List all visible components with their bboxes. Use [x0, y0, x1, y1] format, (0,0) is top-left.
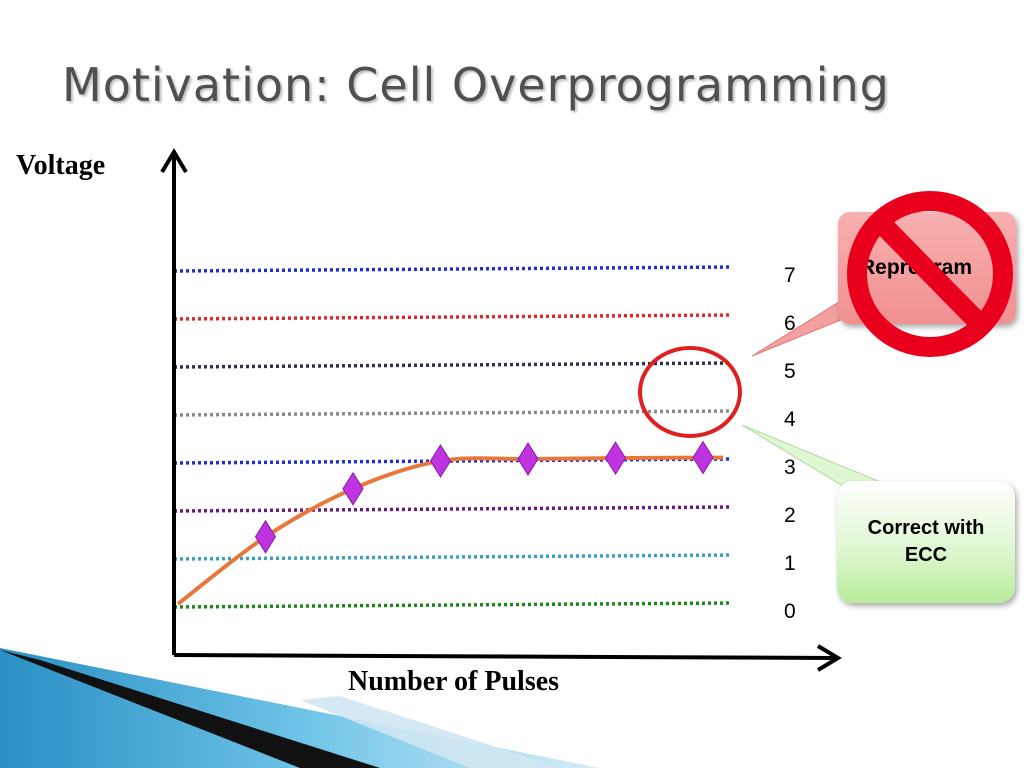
data-point — [604, 441, 627, 476]
level-label-6: 6 — [784, 312, 796, 335]
y-axis-label: Voltage — [16, 150, 106, 181]
axes — [160, 148, 842, 672]
level-label-4: 4 — [784, 408, 796, 431]
data-point — [429, 444, 452, 478]
level-label-7: 7 — [784, 264, 796, 287]
ecc-callout: Correct with ECC — [837, 481, 1015, 603]
data-point — [342, 471, 364, 506]
level-label-5: 5 — [784, 360, 796, 383]
level-label-2: 2 — [784, 504, 796, 527]
data-point — [517, 442, 539, 476]
data-point — [254, 519, 277, 554]
level-label-3: 3 — [784, 456, 796, 479]
x-axis-label: Number of Pulses — [348, 666, 560, 697]
series-markers — [254, 440, 714, 554]
slide-title: Motivation: Cell Overprogramming — [62, 58, 890, 112]
level-label-0: 0 — [784, 600, 796, 623]
highlight-circle — [638, 346, 742, 438]
level-label-1: 1 — [784, 552, 796, 575]
data-point — [692, 440, 714, 475]
ecc-label: Correct with ECC — [867, 517, 985, 566]
